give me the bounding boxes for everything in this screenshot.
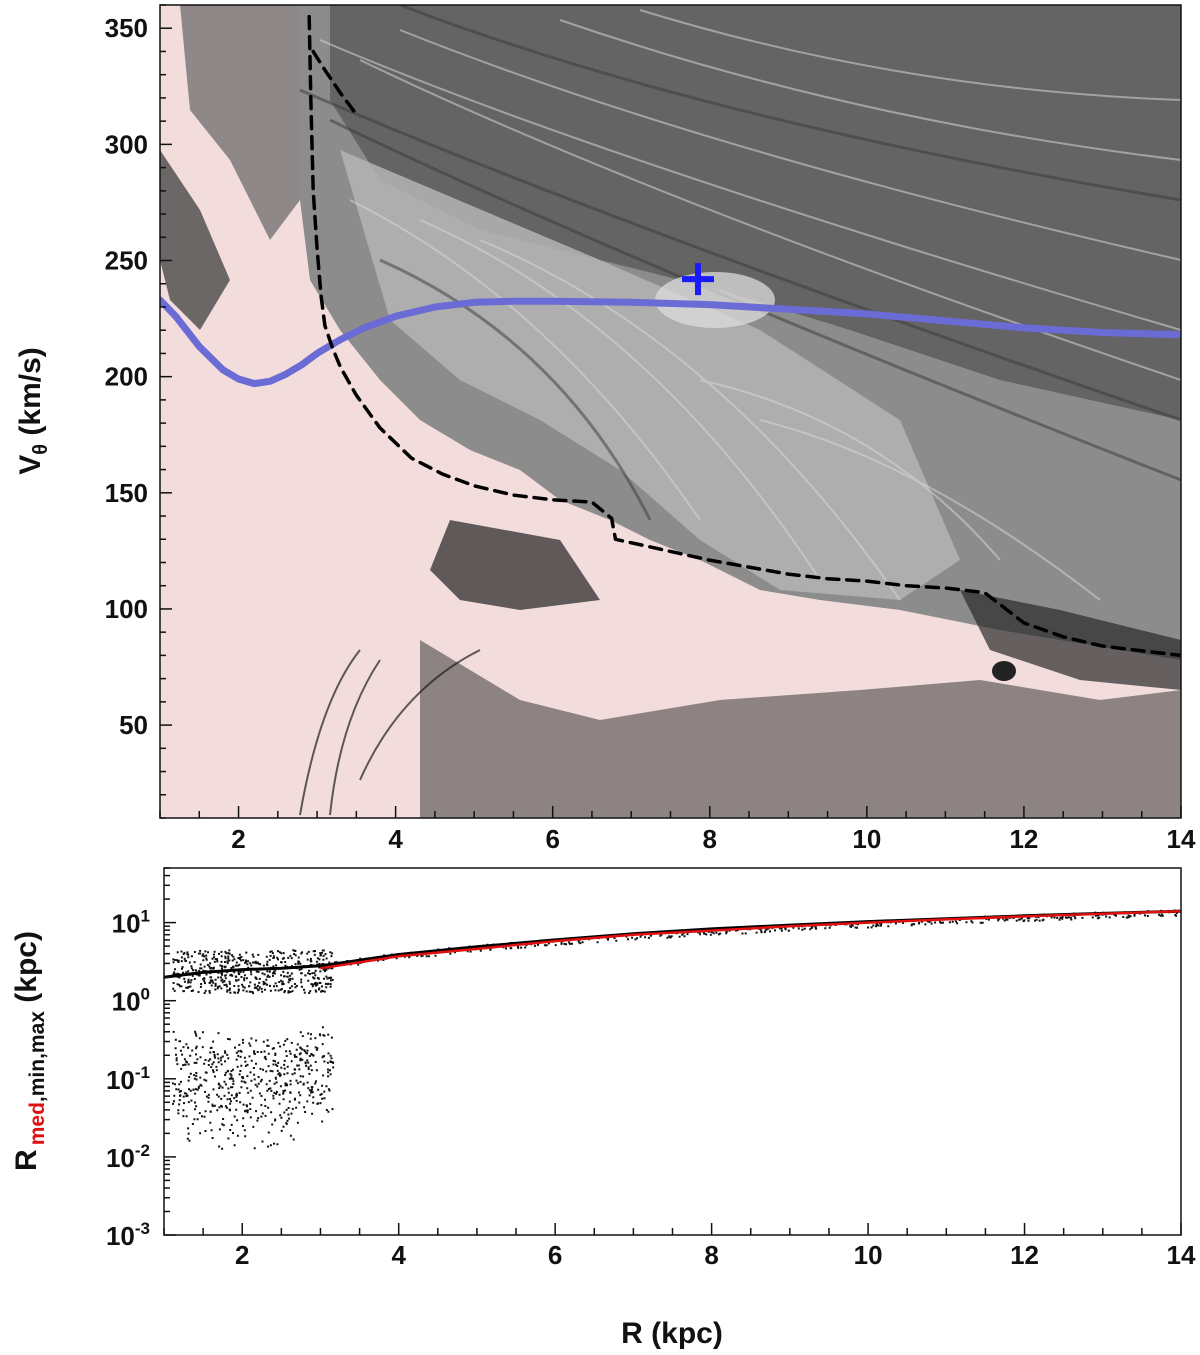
top-x-tick-label: 6 — [545, 824, 559, 854]
top-y-tick-label: 200 — [105, 362, 148, 392]
top-y-axis-title: Vθ (km/s) — [14, 347, 52, 475]
bottom-plot-background — [164, 868, 1181, 1235]
top-y-tick-label: 350 — [105, 13, 148, 43]
bottom-y-tick-label: 100 — [112, 985, 150, 1017]
velocity-density-texture — [160, 5, 1181, 818]
dashed-boundary-line-2 — [311, 49, 359, 116]
top-series-layer — [160, 14, 1181, 658]
bottom-x-tick-label: 4 — [391, 1240, 406, 1270]
bottom-y-axis-title: Rmed,min,max (kpc) — [10, 931, 49, 1171]
top-x-tick-label: 2 — [231, 824, 245, 854]
dashed-boundary-line-1 — [307, 14, 1181, 658]
top-x-tick-label: 8 — [703, 824, 717, 854]
top-axes: 2 4 6 8 10 12 14 50 100 150 200 250 300 350 — [105, 4, 1196, 854]
bottom-axes: 2 4 6 8 10 12 14 101 100 10-1 10-2 10-3 — [106, 867, 1196, 1270]
bottom-y-tick-label: 10-1 — [106, 1063, 150, 1095]
bottom-x-axis-title: R (kpc) — [621, 1317, 723, 1350]
bottom-x-tick-label: 10 — [854, 1240, 883, 1270]
bottom-y-tick-label: 10-2 — [106, 1141, 150, 1173]
bottom-x-tick-label: 6 — [548, 1240, 562, 1270]
top-y-tick-label: 50 — [119, 710, 148, 740]
bottom-x-tick-label: 8 — [704, 1240, 718, 1270]
top-y-tick-label: 250 — [105, 246, 148, 276]
top-y-tick-label: 150 — [105, 478, 148, 508]
bottom-x-tick-label: 2 — [235, 1240, 249, 1270]
rotation-curve-line — [160, 296, 1181, 388]
top-x-tick-label: 10 — [852, 824, 881, 854]
bottom-x-tick-label: 12 — [1010, 1240, 1039, 1270]
top-panel: 2 4 6 8 10 12 14 50 100 150 200 250 300 350 Vθ (km/s) — [14, 4, 1196, 854]
bottom-y-tick-label: 10-3 — [106, 1219, 150, 1251]
top-y-tick-label: 100 — [105, 594, 148, 624]
top-x-tick-label: 14 — [1167, 824, 1196, 854]
top-x-tick-label: 4 — [388, 824, 403, 854]
top-y-tick-label: 300 — [105, 129, 148, 159]
bottom-x-tick-label: 14 — [1167, 1240, 1196, 1270]
bottom-series-layer — [164, 909, 1181, 979]
radius-median-line — [320, 909, 1181, 970]
texture-streaks — [319, 9, 1181, 601]
plus-marker — [681, 263, 714, 296]
bottom-y-tick-label: 101 — [112, 907, 150, 939]
bottom-panel: 2 4 6 8 10 12 14 101 100 10-1 10-2 10-3 R (kpc) Rme… — [10, 867, 1196, 1350]
top-x-tick-label: 12 — [1009, 824, 1038, 854]
